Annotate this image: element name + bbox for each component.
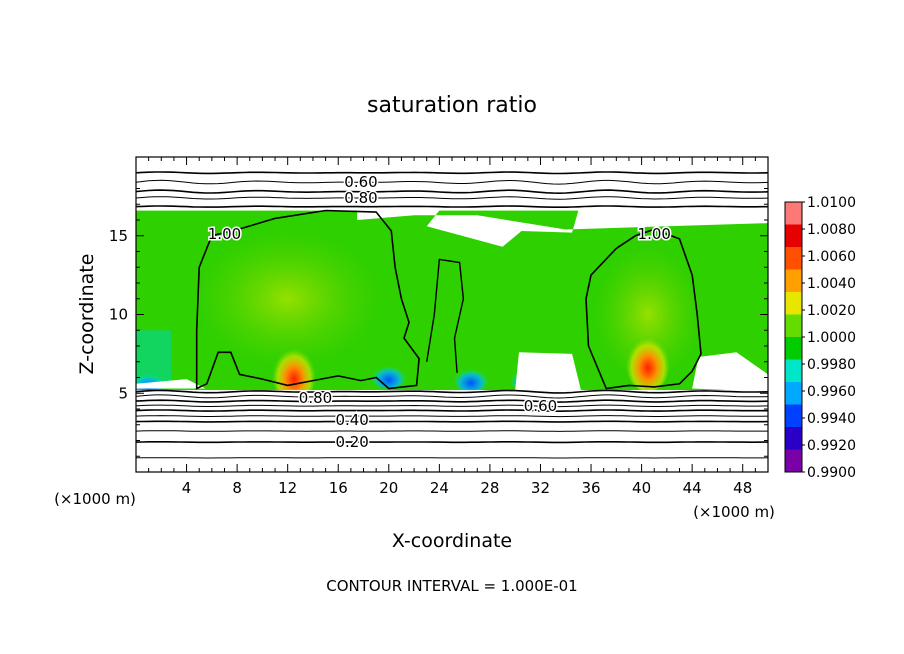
colorbar-label: 1.0040 [807,276,856,292]
subsaturated-patch [452,363,489,392]
colorbar-segment [785,337,802,360]
z-axis-unit: (×1000 m) [693,503,775,521]
supersaturated-region [592,244,703,385]
contour-line [136,404,768,408]
colorbar-segment [785,382,802,405]
colorbar-label: 1.0100 [807,195,856,211]
contour-line [136,430,768,432]
contour-line [195,209,420,390]
y-axis-ticks: 5 10 15 [109,172,768,457]
x-tick-label: 16 [329,479,348,497]
colorbar-label: 1.0000 [807,330,856,346]
chart-title: saturation ratio [367,93,537,118]
colorbar-segment [785,202,802,225]
dry-pocket [692,352,768,392]
colorbar-label: 0.9980 [807,357,856,373]
y-axis-label: Z-coordinate [76,254,98,375]
y-tick-label: 15 [109,227,128,245]
contour-label: 1.00 [638,225,671,243]
colorbar-label: 1.0060 [807,249,856,265]
x-axis-ticks: 4 8 12 16 20 24 28 32 36 40 44 48 [148,157,756,497]
colorbar-segment [785,314,802,337]
x-tick-label: 24 [430,479,449,497]
contour-line [136,389,768,394]
colorbar-segment [785,404,802,427]
contour-line [136,409,768,412]
x-tick-label: 4 [182,479,192,497]
y-tick-label: 10 [109,306,128,324]
contour-line [136,415,768,418]
contour-line [426,258,465,373]
x-tick-label: 12 [278,479,297,497]
colorbar-label: 0.9920 [807,438,856,454]
contour-lines [136,171,768,459]
contour-label: 0.40 [335,411,368,429]
contour-line [136,205,768,208]
colorbar-label: 1.0080 [807,222,856,238]
subsaturated-patch [136,368,167,397]
colorbar-segment [785,427,802,450]
colorbar-segment [785,359,802,382]
x-tick-label: 40 [632,479,651,497]
contour-line [136,179,768,185]
colorbar-segment [785,224,802,247]
x-tick-label: 44 [683,479,702,497]
x-tick-label: 32 [531,479,550,497]
colorbar-segment [785,269,802,292]
contour-line [136,399,768,403]
contour-labels: 0.600.801.00 1.000.80 0.600.400.20 [206,172,672,453]
contour-line [136,171,768,175]
colorbar-segment [785,247,802,270]
colorbar-label: 1.0020 [807,303,856,319]
saturation-maximum [625,331,670,392]
contour-label: 0.60 [524,397,557,415]
x-tick-label: 8 [232,479,242,497]
contour-line [136,189,768,195]
contour-line [136,394,768,399]
colorbar-label: 0.9940 [807,411,856,427]
subsaturated-patch [370,360,407,389]
contour-label: 0.60 [344,173,377,191]
contour-label: 1.00 [208,225,241,243]
contour-label: 0.80 [299,389,332,407]
saturation-maximum [272,342,316,403]
x-tick-label: 36 [581,479,600,497]
colorbar-label: 0.9960 [807,384,856,400]
colorbar-segment [785,449,802,472]
contour-interval-note: CONTOUR INTERVAL = 1.000E-01 [326,577,577,595]
contour-line [136,441,768,444]
colorbar: 1.0100 1.0080 1.0060 1.0040 1.0020 1.0000 0.99… [784,195,856,481]
contour-line [136,420,768,423]
contour-line [136,196,768,200]
dry-pocket [515,352,581,391]
contour-label: 0.80 [344,189,377,207]
supersaturated-region [192,228,383,369]
dry-intrusion [357,210,768,247]
contour-line [585,228,702,390]
x-axis-unit: (×1000 m) [54,490,136,508]
x-tick-label: 48 [733,479,752,497]
saturation-field [136,157,768,472]
y-tick-label: 5 [118,384,128,402]
x-tick-label: 28 [480,479,499,497]
x-axis-label: X-coordinate [392,530,512,552]
colorbar-segment [785,292,802,315]
colorbar-label: 0.9900 [807,465,856,481]
x-tick-label: 20 [379,479,398,497]
contour-label: 0.20 [335,433,368,451]
dry-pocket [136,379,206,389]
